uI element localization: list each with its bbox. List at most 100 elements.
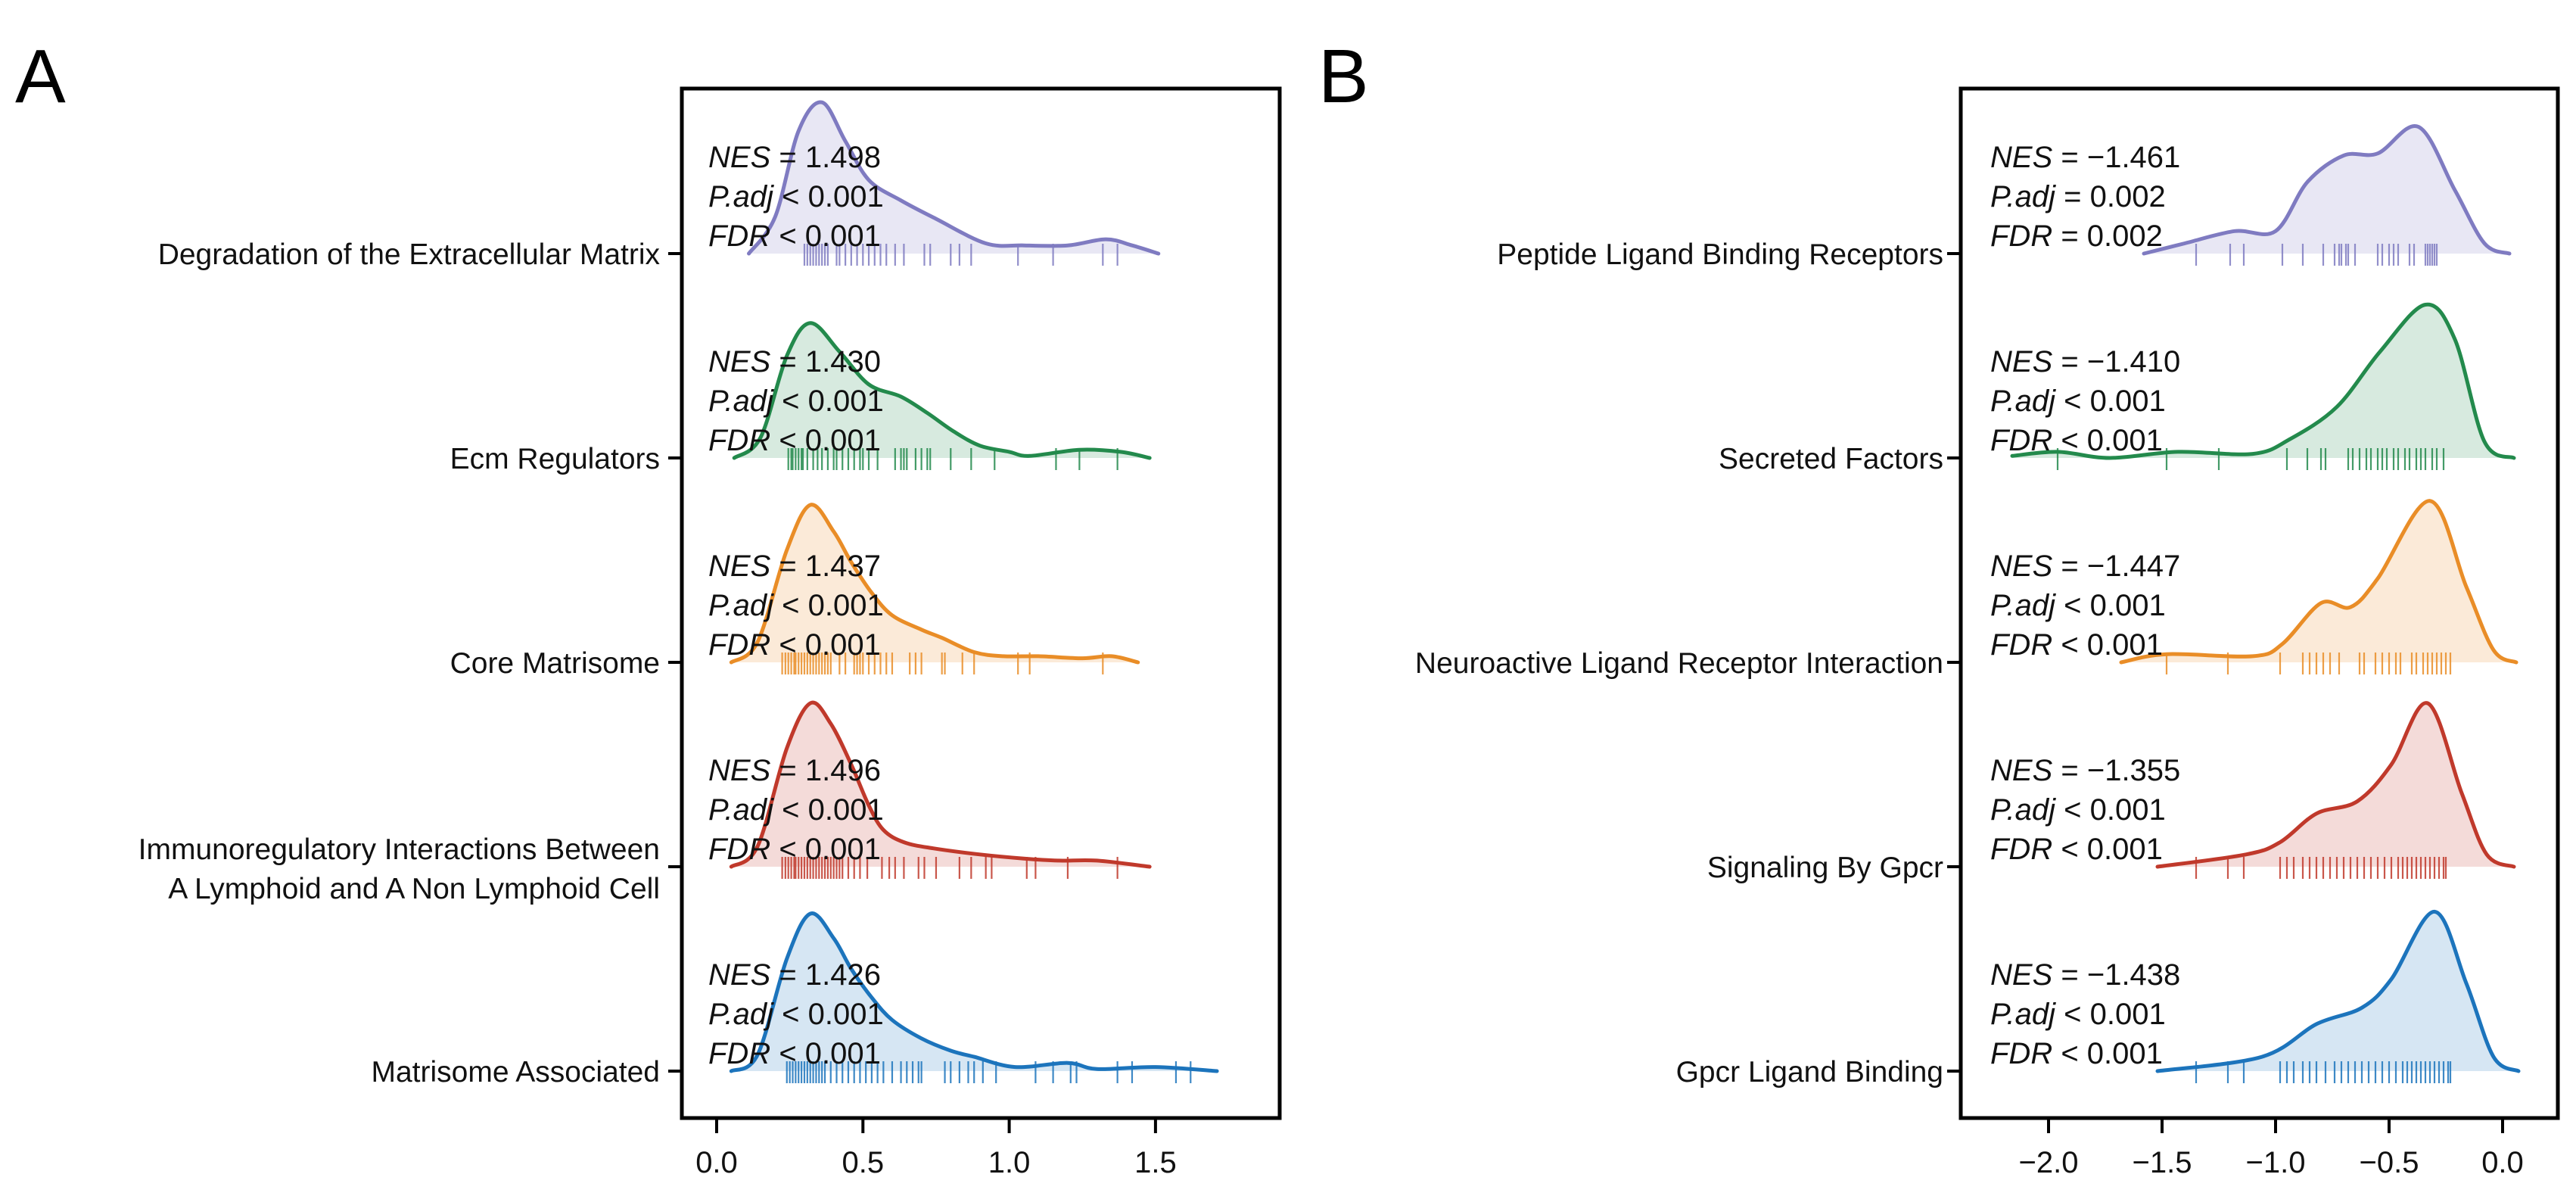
series-4 <box>729 911 1219 1083</box>
panel-letter: B <box>1318 34 1369 119</box>
category-label: Immunoregulatory Interactions Between <box>138 833 660 866</box>
stat-term: FDR <box>1990 628 2052 662</box>
category-label: Matrisome Associated <box>372 1056 661 1089</box>
stat-value: = 1.437 <box>770 550 881 583</box>
series-1 <box>2010 302 2516 470</box>
stat-annotation: NES = 1.498 <box>708 141 881 174</box>
density-area <box>731 702 1150 867</box>
series-2 <box>729 503 1140 674</box>
density-area <box>2158 702 2514 867</box>
stat-value: < 0.001 <box>773 589 884 622</box>
stat-annotation: P.adj < 0.001 <box>1990 998 2166 1031</box>
stat-annotation: FDR < 0.001 <box>708 628 881 662</box>
stat-term: P.adj <box>708 180 774 213</box>
stat-value: = −1.438 <box>2052 958 2180 992</box>
stat-annotation: FDR < 0.001 <box>708 220 881 253</box>
x-tick-label: 0.0 <box>695 1146 738 1179</box>
category-label: Core Matrisome <box>450 647 660 680</box>
stat-annotation: NES = −1.355 <box>1990 754 2180 787</box>
stat-value: < 0.001 <box>773 385 884 418</box>
category-label: Gpcr Ligand Binding <box>1676 1056 1943 1089</box>
stat-term: NES <box>708 141 771 174</box>
density-area <box>2121 500 2516 662</box>
stat-annotation: FDR < 0.001 <box>708 424 881 457</box>
category-label: Degradation of the Extracellular Matrix <box>158 238 661 271</box>
stat-value: < 0.001 <box>773 793 884 827</box>
series-2 <box>2119 499 2518 674</box>
stat-annotation: P.adj < 0.001 <box>1990 385 2166 418</box>
density-line <box>2010 302 2516 460</box>
stat-term: P.adj <box>708 998 774 1031</box>
stat-term: NES <box>1990 754 2053 787</box>
stat-term: P.adj <box>708 385 774 418</box>
density-line <box>2155 909 2521 1073</box>
series-0 <box>747 100 1161 266</box>
stat-annotation: NES = 1.426 <box>708 958 881 992</box>
stat-value: < 0.001 <box>770 833 881 866</box>
stat-annotation: P.adj < 0.001 <box>708 180 884 213</box>
stat-term: NES <box>708 958 771 992</box>
stat-term: NES <box>1990 141 2053 174</box>
density-line <box>2155 701 2516 869</box>
stat-value: = −1.410 <box>2052 345 2180 378</box>
stat-annotation: NES = 1.430 <box>708 345 881 378</box>
x-tick-label: −1.0 <box>2246 1146 2306 1179</box>
stat-value: < 0.001 <box>2052 833 2163 866</box>
stat-value: < 0.001 <box>2055 793 2166 827</box>
stat-value: < 0.001 <box>773 180 884 213</box>
stat-value: < 0.001 <box>2055 589 2166 622</box>
x-tick-label: 1.0 <box>988 1146 1031 1179</box>
stat-term: FDR <box>1990 424 2052 457</box>
stat-annotation: NES = −1.438 <box>1990 958 2180 992</box>
density-line <box>2142 124 2512 256</box>
stat-value: = −1.447 <box>2052 550 2180 583</box>
stat-annotation: FDR < 0.001 <box>1990 1037 2163 1070</box>
stat-annotation: P.adj < 0.001 <box>708 998 884 1031</box>
plot-frame <box>680 86 1282 1120</box>
stat-term: P.adj <box>1990 385 2056 418</box>
stat-term: FDR <box>708 1037 770 1070</box>
stat-value: = 1.430 <box>770 345 881 378</box>
stat-term: P.adj <box>1990 180 2056 213</box>
stat-annotation: FDR < 0.001 <box>1990 833 2163 866</box>
stat-annotation: NES = 1.437 <box>708 550 881 583</box>
stat-value: = 1.498 <box>770 141 881 174</box>
x-tick-label: 1.5 <box>1134 1146 1177 1179</box>
stat-value: < 0.001 <box>770 1037 881 1070</box>
stat-value: < 0.001 <box>2052 628 2163 662</box>
stat-annotation: FDR < 0.001 <box>708 833 881 866</box>
density-line <box>729 503 1140 665</box>
density-area <box>2158 911 2518 1071</box>
stat-term: NES <box>708 550 771 583</box>
stat-term: P.adj <box>708 793 774 827</box>
stat-value: = 1.426 <box>770 958 881 992</box>
stat-term: P.adj <box>1990 589 2056 622</box>
series-1 <box>732 321 1152 470</box>
series-4 <box>2155 909 2521 1083</box>
x-tick-label: −0.5 <box>2360 1146 2419 1179</box>
category-label: A Lymphoid and A Non Lymphoid Cell <box>168 873 660 905</box>
category-label: Neuroactive Ligand Receptor Interaction <box>1415 647 1943 680</box>
series-3 <box>2155 701 2516 879</box>
density-area <box>748 101 1159 254</box>
stat-term: P.adj <box>1990 793 2056 827</box>
plot-frame <box>1958 86 2560 1120</box>
series-3 <box>729 700 1152 879</box>
density-area <box>2144 126 2509 254</box>
stat-term: NES <box>708 345 771 378</box>
category-label: Ecm Regulators <box>450 443 660 475</box>
x-tick-label: −2.0 <box>2019 1146 2079 1179</box>
stat-annotation: FDR = 0.002 <box>1990 220 2163 253</box>
stat-term: NES <box>1990 550 2053 583</box>
x-tick-label: −1.5 <box>2133 1146 2192 1179</box>
density-area <box>731 913 1218 1071</box>
panel-a: A Degradation of the Extracellular Matrix… <box>15 34 1282 1179</box>
stat-value: = 0.002 <box>2055 180 2166 213</box>
density-line <box>747 100 1161 256</box>
stat-annotation: P.adj < 0.001 <box>1990 589 2166 622</box>
stat-term: P.adj <box>708 589 774 622</box>
stat-value: < 0.001 <box>2055 998 2166 1031</box>
stat-term: FDR <box>1990 220 2052 253</box>
series-0 <box>2142 124 2512 266</box>
